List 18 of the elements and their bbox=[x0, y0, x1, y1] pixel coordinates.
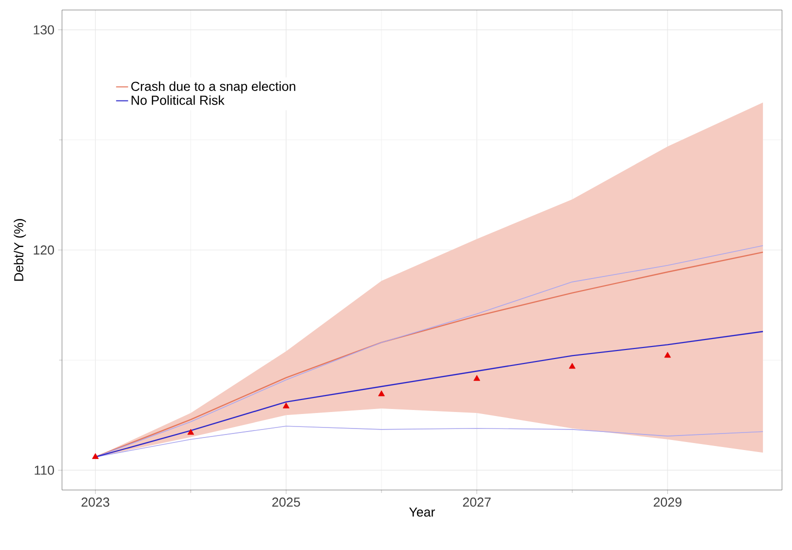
point bbox=[282, 402, 290, 408]
point bbox=[568, 362, 576, 369]
y-tick-label: 120 bbox=[34, 245, 54, 255]
legend-label: Crash due to a snap election bbox=[131, 81, 296, 94]
x-tick-label: 2025 bbox=[272, 498, 300, 507]
x-tick-label: 2023 bbox=[82, 498, 110, 507]
y-tick-label: 130 bbox=[34, 25, 54, 34]
point bbox=[187, 428, 194, 435]
x-tick-label: 2029 bbox=[654, 498, 682, 507]
legend-label: No Political Risk bbox=[132, 95, 225, 105]
point bbox=[378, 390, 385, 396]
y-tick-label: 110 bbox=[34, 466, 54, 475]
point bbox=[664, 352, 671, 358]
y-axis-title: Debt/Y (%) bbox=[14, 219, 26, 281]
point bbox=[92, 453, 99, 459]
x-axis-title: Year bbox=[409, 508, 435, 517]
point bbox=[474, 375, 480, 381]
x-tick-label: 2027 bbox=[463, 498, 491, 507]
